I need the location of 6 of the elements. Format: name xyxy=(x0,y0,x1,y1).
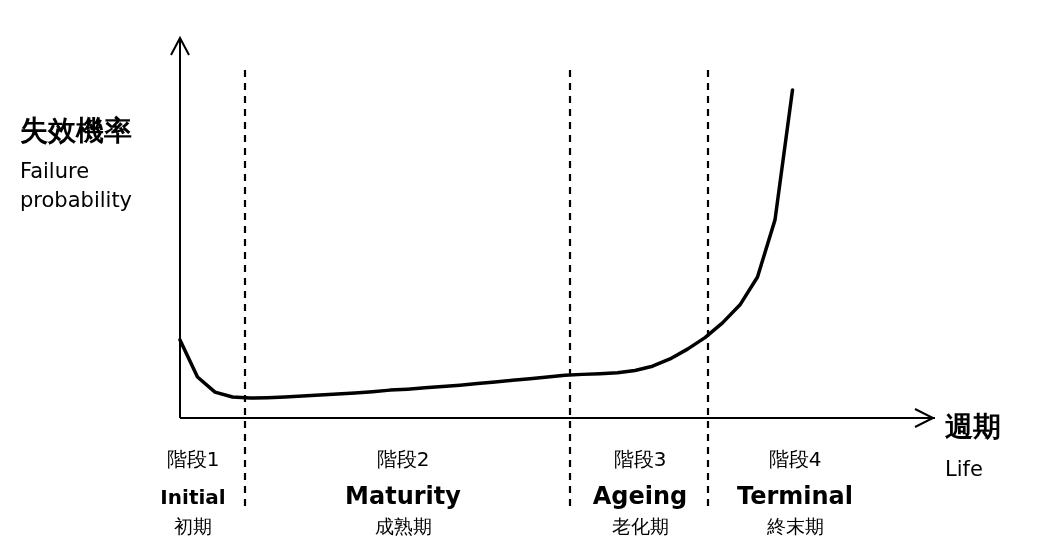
text: 階段3 Ageing 老化期 xyxy=(592,447,688,537)
text: 階段4 Terminal 終末期 xyxy=(736,447,854,537)
text: 階段1 Initial 初期 xyxy=(160,447,226,537)
y-axis-title: 失效機率 Failure probability xyxy=(20,114,133,212)
text: 週期 Life xyxy=(945,410,1001,481)
text: 階段2 Maturity 成熟期 xyxy=(345,447,462,537)
